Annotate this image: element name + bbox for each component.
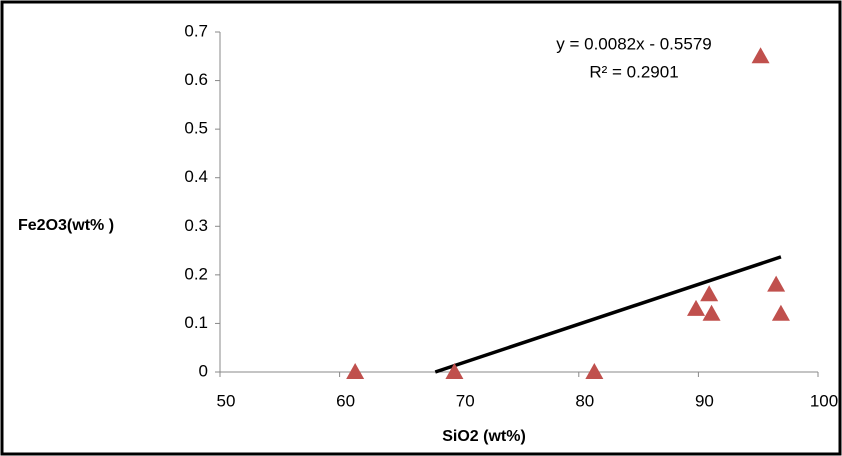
x-axis-label: SiO2 (wt%) bbox=[442, 428, 526, 445]
y-axis-label: Fe2O3(wt% ) bbox=[18, 217, 114, 234]
y-tick-label: 0 bbox=[199, 361, 208, 380]
y-tick-label: 0.5 bbox=[184, 119, 208, 138]
y-tick-label: 0.1 bbox=[184, 313, 208, 332]
data-point bbox=[771, 304, 790, 321]
x-tick-label: 80 bbox=[575, 391, 594, 410]
x-tick-label: 90 bbox=[695, 391, 714, 410]
data-point bbox=[751, 47, 770, 64]
x-tick-label: 60 bbox=[336, 391, 355, 410]
y-tick-label: 0.4 bbox=[184, 167, 208, 186]
y-tick-label: 0.2 bbox=[184, 264, 208, 283]
data-point bbox=[585, 363, 604, 379]
trendline-equation: y = 0.0082x - 0.5579 bbox=[556, 34, 711, 53]
data-point bbox=[767, 275, 786, 292]
y-tick-label: 0.3 bbox=[184, 216, 208, 235]
data-point bbox=[687, 299, 706, 316]
x-tick-label: 50 bbox=[217, 391, 236, 410]
data-point bbox=[346, 363, 365, 379]
y-tick-label: 0.7 bbox=[184, 21, 208, 40]
y-tick-label: 0.6 bbox=[184, 70, 208, 89]
data-point bbox=[700, 285, 719, 302]
trendline bbox=[434, 255, 782, 374]
data-point bbox=[445, 363, 464, 379]
data-point bbox=[702, 304, 721, 321]
x-tick-label: 70 bbox=[456, 391, 475, 410]
r-squared: R² = 0.2901 bbox=[589, 62, 678, 81]
x-tick-label: 100 bbox=[810, 391, 838, 410]
